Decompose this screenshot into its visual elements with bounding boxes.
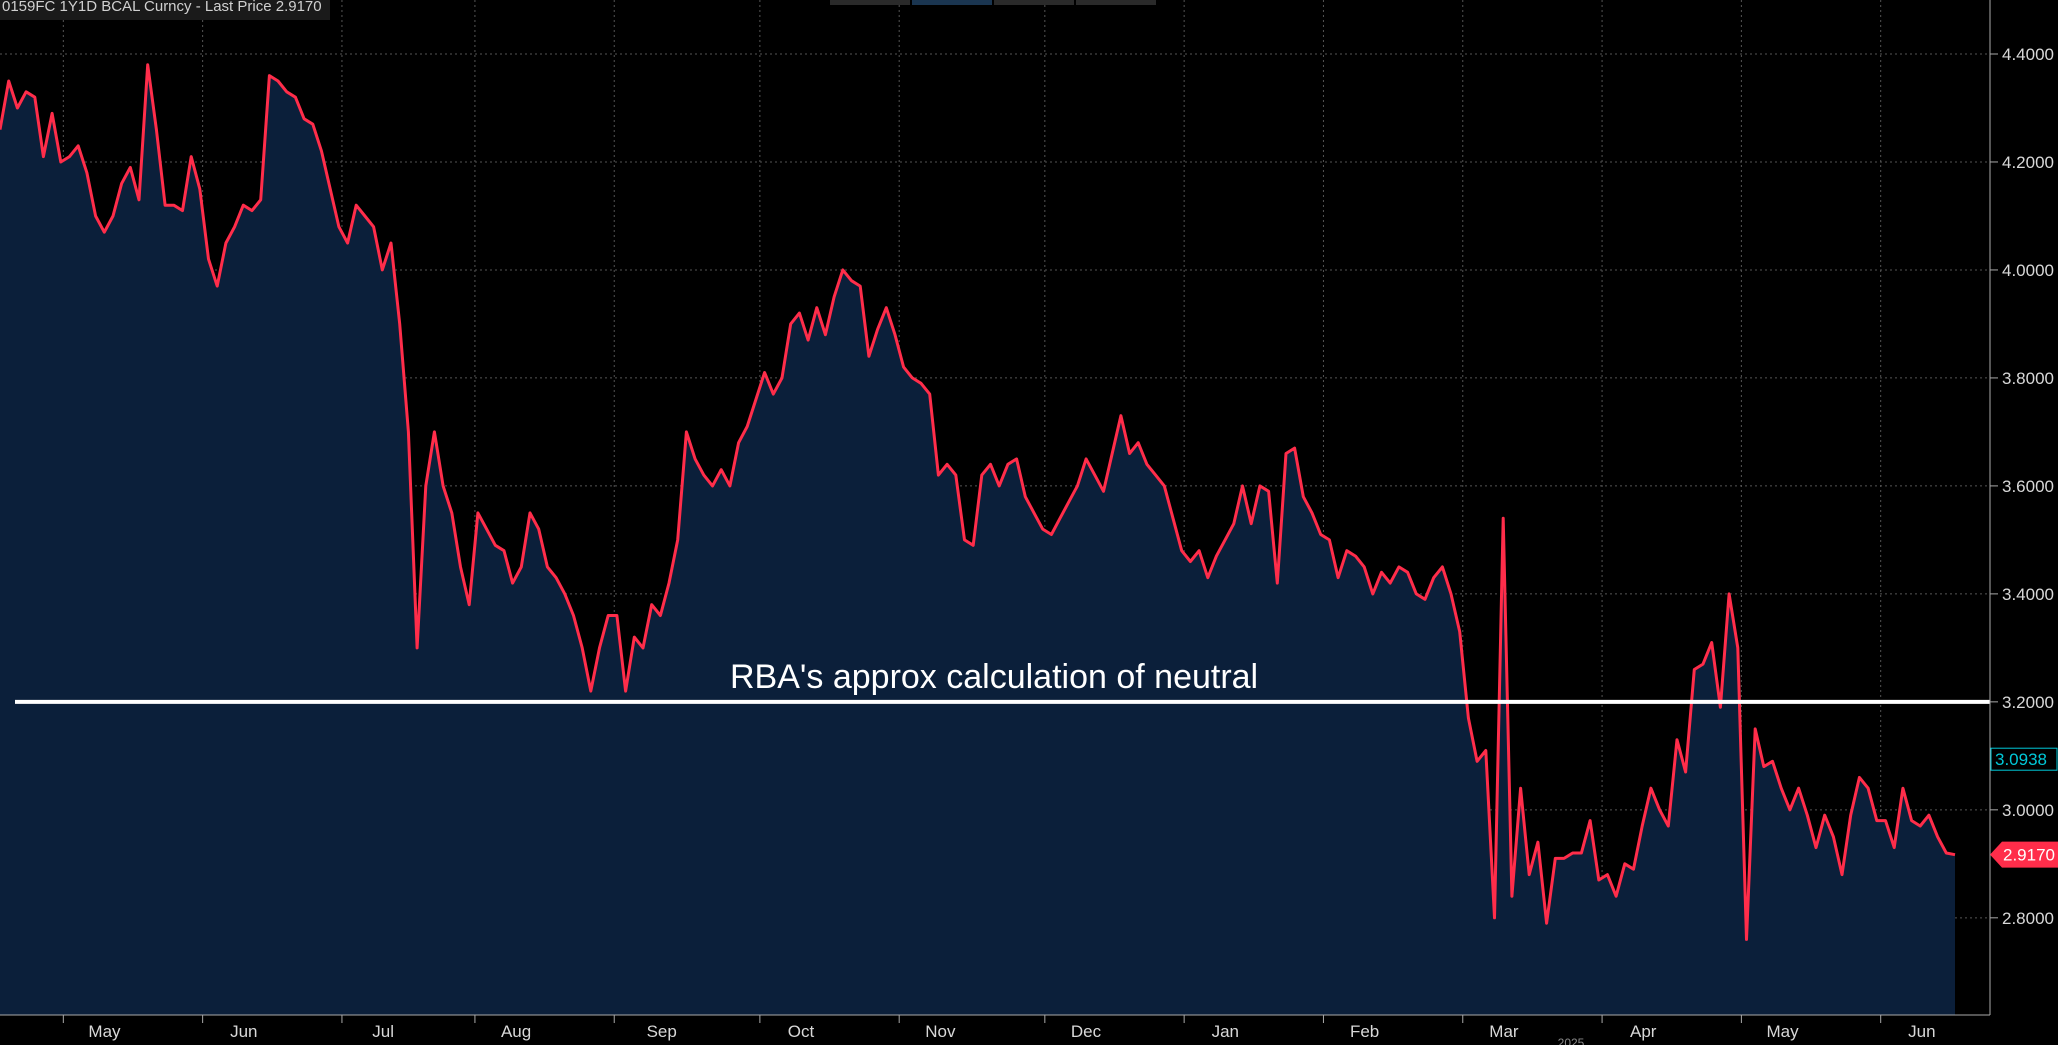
toolbar-tab-3[interactable] [994, 0, 1074, 5]
neutral-reference-label: RBA's approx calculation of neutral [730, 658, 1258, 696]
x-tick-label: Dec [1071, 1022, 1102, 1041]
x-tick-label: Jun [230, 1022, 257, 1041]
x-tick-label: Oct [788, 1022, 815, 1041]
y-tick-label: 3.4000 [2002, 585, 2054, 604]
y-tick-label: 2.8000 [2002, 909, 2054, 928]
chart-title: 0159FC 1Y1D BCAL Curncy - Last Price 2.9… [0, 0, 330, 20]
x-tick-label: Nov [925, 1022, 956, 1041]
y-tick-label: 4.0000 [2002, 261, 2054, 280]
x-tick-label: May [88, 1022, 121, 1041]
y-tick-label: 3.2000 [2002, 693, 2054, 712]
last-price-label: 2.9170 [2003, 846, 2055, 865]
y-tick-label: 3.6000 [2002, 477, 2054, 496]
marker-badge [1990, 747, 2058, 771]
toolbar-tab-1[interactable] [830, 0, 910, 5]
top-toolbar [830, 0, 1156, 5]
x-tick-label: May [1766, 1022, 1799, 1041]
y-tick-label: 3.0000 [2002, 801, 2054, 820]
x-tick-label: Aug [501, 1022, 531, 1041]
x-tick-label: Jul [372, 1022, 394, 1041]
toolbar-tab-4[interactable] [1076, 0, 1156, 5]
x-tick-label: Feb [1350, 1022, 1379, 1041]
toolbar-tab-2[interactable] [912, 0, 992, 5]
y-tick-label: 4.4000 [2002, 45, 2054, 64]
price-area [0, 64, 1955, 1016]
x-tick-label: Mar [1489, 1022, 1519, 1041]
x-tick-label: Jan [1212, 1022, 1239, 1041]
last-price-badge [1990, 841, 2058, 868]
price-line [0, 63, 1956, 941]
x-tick-label: Jun [1908, 1022, 1935, 1041]
x-tick-label: Sep [647, 1022, 677, 1041]
x-year-label: 2025 [1558, 1036, 1585, 1045]
y-tick-label: 3.8000 [2002, 369, 2054, 388]
x-tick-label: Apr [1630, 1022, 1657, 1041]
y-tick-label: 4.2000 [2002, 153, 2054, 172]
marker-badge-label: 3.0938 [1995, 750, 2047, 769]
